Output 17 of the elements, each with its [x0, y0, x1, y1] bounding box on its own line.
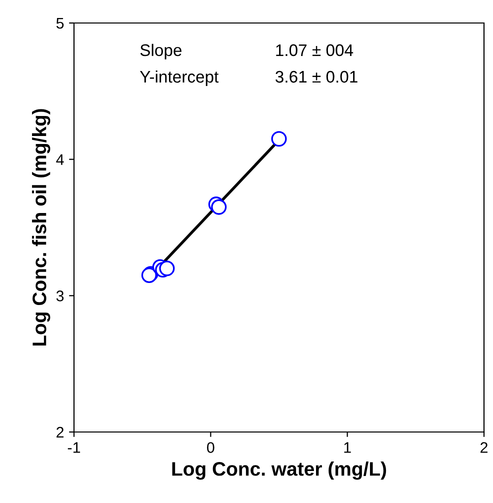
x-axis-title: Log Conc. water (mg/L) [172, 462, 386, 480]
point [159, 260, 175, 276]
y-tick-label: 3 [56, 290, 64, 302]
annotation: Y-intercept [140, 70, 219, 86]
y-tick-label: 5 [56, 18, 64, 29]
y-axis-title: Log Conc. fish oil (mg/kg) [32, 109, 50, 346]
y-tick-label: 4 [56, 154, 64, 165]
y-tick-label: 2 [56, 426, 64, 438]
x-tick-label: 2 [480, 442, 488, 453]
annotation: Slope [140, 44, 182, 60]
x-tick-label: 1 [344, 442, 351, 453]
annotation: 1.07 ± 004 [276, 44, 354, 56]
point [211, 199, 227, 215]
point [271, 131, 287, 147]
annotation: 3.61 ± 0.01 [276, 70, 358, 83]
x-tick-label: -1 [68, 442, 80, 453]
x-tick-label: 0 [207, 442, 214, 453]
